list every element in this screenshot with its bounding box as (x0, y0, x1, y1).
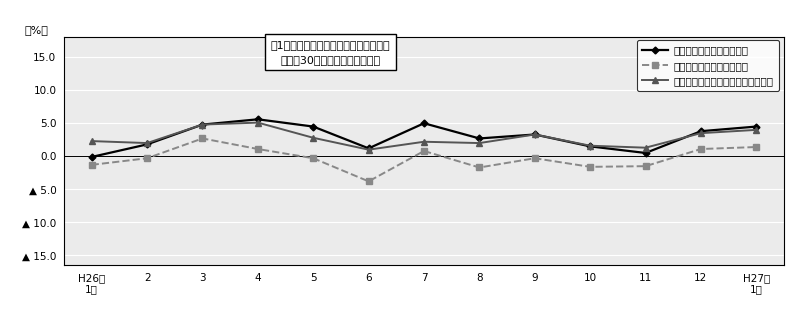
Text: （%）: （%） (24, 25, 48, 35)
Text: 図1　賃金指数の推移（対前年同月比）
－規模30人以上－　調査産業計: 図1 賃金指数の推移（対前年同月比） －規模30人以上－ 調査産業計 (270, 40, 390, 65)
Legend: 名目賃金（現金給与総額）, 実質賃金（現金給与総額）, 名目賃金（きまって支給する給与）: 名目賃金（現金給与総額）, 実質賃金（現金給与総額）, 名目賃金（きまって支給す… (637, 40, 778, 91)
